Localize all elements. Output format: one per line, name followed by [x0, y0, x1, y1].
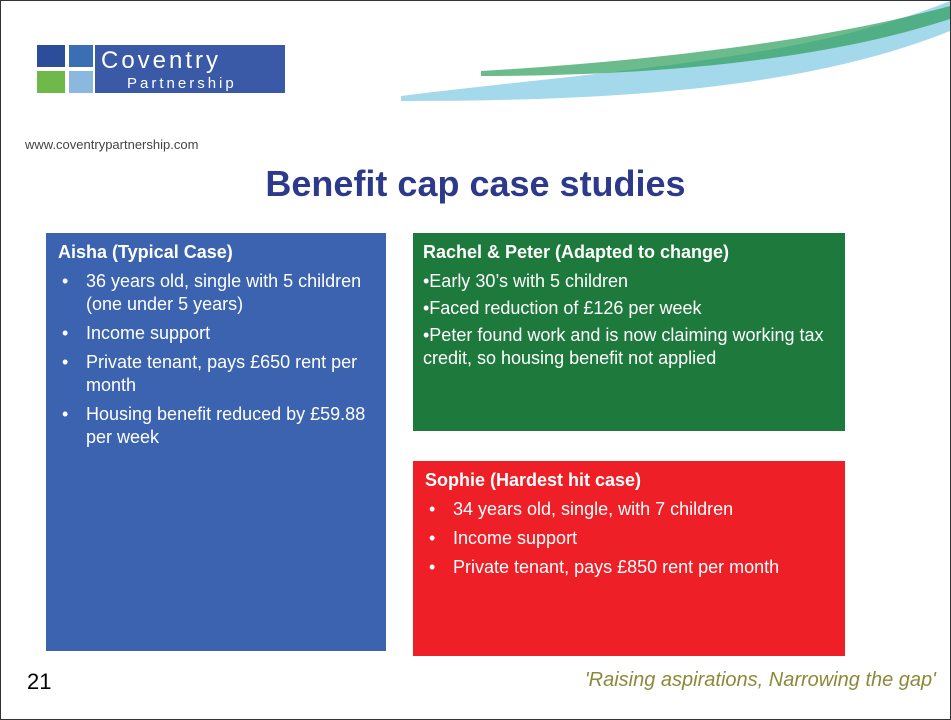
logo-name: Coventry	[101, 47, 222, 74]
page-number: 21	[27, 669, 52, 694]
box: Rachel & Peter (Adapted to change) •Earl…	[413, 233, 845, 431]
box-item: •Early 30’s with 5 children	[423, 271, 629, 291]
box: Sophie (Hardest hit case) 34 years old, …	[413, 461, 845, 656]
title: Benefit cap case studies	[265, 163, 686, 204]
box-item: 34 years old, single, with 7 children	[425, 498, 833, 521]
box-heading: Aisha (Typical Case)	[58, 242, 233, 262]
box-item: 36 years old, single with 5 children (on…	[58, 270, 374, 316]
logo-sub: Partnership	[127, 75, 237, 92]
box: Aisha (Typical Case) 36 years old, singl…	[46, 233, 386, 651]
box-item: Housing benefit reduced by £59.88 per we…	[58, 403, 374, 449]
box-heading: Rachel & Peter (Adapted to change)	[423, 242, 730, 262]
box-item: Income support	[58, 322, 374, 345]
box-heading: Sophie (Hardest hit case)	[425, 470, 642, 490]
banner	[37, 1, 950, 101]
box-item: Income support	[425, 527, 833, 550]
box-item: Private tenant, pays £850 rent per month	[425, 556, 833, 579]
box-item: •Faced reduction of £126 per week	[423, 298, 702, 318]
box-item: Private tenant, pays £650 rent per month	[58, 351, 374, 397]
slogan: 'Raising aspirations, Narrowing the gap'	[584, 669, 936, 691]
box-item: •Peter found work and is now claiming wo…	[423, 325, 824, 368]
logo-url: www.coventrypartnership.com	[25, 137, 199, 152]
